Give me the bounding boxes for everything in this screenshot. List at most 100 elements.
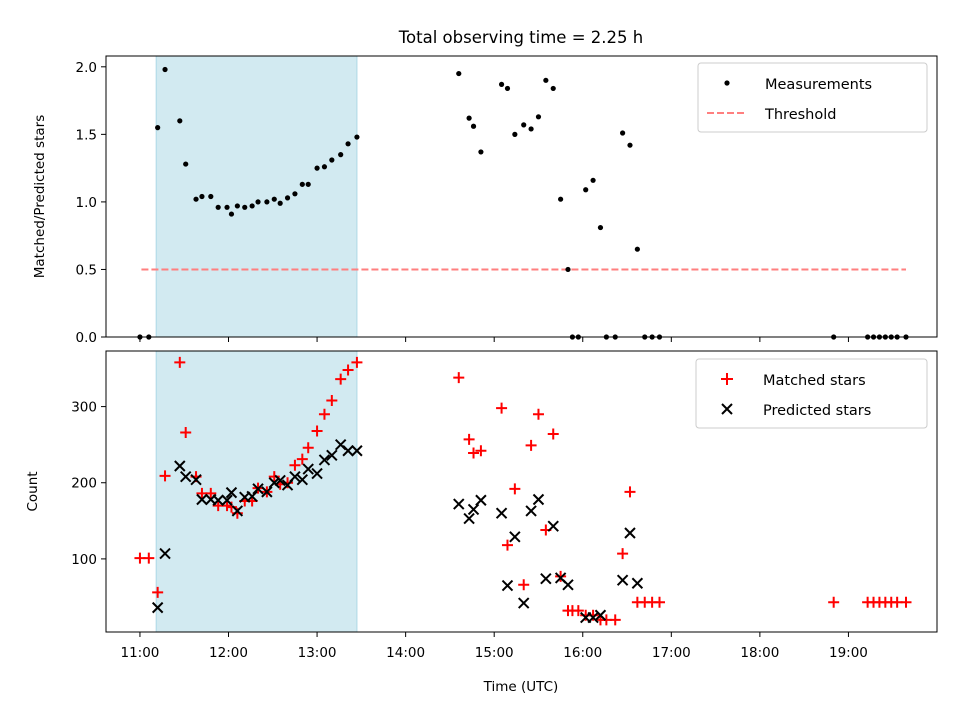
measurement-point [550, 85, 556, 92]
measurement-point [543, 77, 549, 83]
measurement-point [634, 246, 640, 252]
measurement-point [277, 200, 283, 206]
bottom-y-tick-label: 100 [71, 552, 97, 568]
predicted-star-marker [501, 579, 514, 592]
measurement-point [512, 131, 518, 137]
predicted-star-marker [326, 449, 338, 462]
measurement-point [354, 134, 360, 140]
matched-star-marker [289, 459, 301, 471]
measurement-point [162, 66, 168, 73]
bottom-legend-box [695, 358, 928, 429]
measurement-point [620, 130, 626, 136]
measurement-points [137, 66, 909, 340]
measurement-point [590, 177, 596, 183]
bottom-y-tick-label: 300 [71, 400, 97, 416]
measurement-point [155, 125, 161, 131]
measurement-point [521, 122, 527, 128]
measurement-point [329, 157, 335, 163]
measurement-point [338, 152, 344, 158]
matched-star-marker [532, 408, 544, 420]
predicted-star-marker [342, 445, 354, 457]
measurement-point [228, 211, 235, 217]
matched-star-marker [624, 486, 636, 498]
measurement-point [224, 204, 230, 210]
measurement-point [466, 115, 472, 121]
bottom-y-tick-label: 200 [71, 476, 97, 492]
measurement-point [292, 191, 298, 197]
matched-star-marker [496, 402, 508, 414]
bottom-x-tick-label: 18:00 [740, 645, 779, 661]
bottom-x-tick-label: 13:00 [298, 645, 337, 661]
measurement-point [597, 224, 604, 231]
measurement-point [249, 203, 255, 209]
measurement-point [345, 141, 351, 147]
legend-matched-label: Matched stars [763, 373, 866, 389]
predicted-star-marker [631, 577, 644, 589]
legend-threshold-label: Threshold [764, 107, 836, 123]
measurement-point [264, 199, 270, 205]
matched-star-marker [335, 373, 347, 385]
predicted-stars-points [151, 438, 644, 624]
measurement-point [498, 81, 505, 87]
measurement-point [583, 187, 589, 193]
bottom-y-axis: 100 200 300 [71, 400, 106, 568]
bottom-panel: 100 200 300 11:00 12:00 13:00 14:00 15:00 16:00… [25, 350, 938, 695]
bottom-x-tick-label: 15:00 [475, 645, 514, 661]
top-observing-window-shade [155, 55, 358, 338]
bottom-x-tick-label: 19:00 [829, 645, 868, 661]
predicted-star-marker [302, 463, 314, 475]
top-x-ticks [139, 337, 849, 342]
matched-star-marker [555, 570, 567, 582]
predicted-star-marker [624, 527, 636, 539]
measurement-point [183, 161, 189, 167]
matched-star-marker [509, 483, 521, 495]
bottom-x-tick-label: 12:00 [209, 645, 248, 661]
matched-star-marker [174, 356, 186, 368]
measurement-point [299, 181, 305, 187]
predicted-star-marker [296, 473, 309, 486]
measurement-point [193, 196, 199, 202]
measurement-point [215, 204, 221, 210]
top-legend-box [697, 62, 928, 133]
bottom-x-tick-label: 14:00 [386, 645, 425, 661]
matched-star-marker [572, 605, 584, 617]
matched-star-marker [463, 433, 475, 445]
top-y-tick-label: 1.5 [76, 127, 97, 143]
measurement-point [558, 196, 564, 202]
bottom-x-axis-label: Time (UTC) [483, 679, 559, 695]
predicted-star-marker [289, 470, 301, 483]
measurement-point [242, 204, 248, 210]
matched-star-marker [654, 596, 666, 608]
top-legend: Measurements Threshold [697, 62, 928, 133]
measurement-point [255, 199, 261, 205]
predicted-star-marker [453, 498, 465, 510]
predicted-star-marker [231, 505, 244, 517]
bottom-x-tick-label: 11:00 [120, 645, 159, 661]
matched-star-marker [342, 364, 354, 376]
matched-star-marker [143, 552, 155, 564]
predicted-star-marker [246, 490, 258, 503]
matched-star-marker [525, 439, 537, 451]
bottom-x-axis: 11:00 12:00 13:00 14:00 15:00 16:00 17:00 18:00… [120, 632, 868, 661]
predicted-star-marker [616, 574, 629, 586]
predicted-star-marker [594, 609, 607, 621]
matched-star-marker [152, 586, 164, 598]
matched-star-marker [302, 442, 314, 454]
matched-star-marker [351, 356, 363, 368]
predicted-star-marker [196, 493, 208, 506]
top-axes-frame [105, 55, 938, 338]
legend-predicted-marker [721, 403, 733, 415]
measurement-point [177, 118, 183, 124]
measurement-point [314, 165, 320, 171]
measurement-point [208, 193, 214, 200]
predicted-star-marker [463, 512, 475, 525]
predicted-star-marker [525, 505, 537, 517]
top-y-tick-label: 1.0 [76, 195, 97, 211]
measurement-point [565, 266, 571, 273]
predicted-star-marker [212, 494, 224, 506]
legend-predicted-label: Predicted stars [763, 403, 871, 419]
predicted-star-marker [225, 486, 238, 499]
legend-measurement-marker [724, 80, 730, 86]
top-panel: 0.00.51.01.52.0 Matched/Predicted stars … [32, 55, 938, 346]
measurement-point [321, 164, 328, 170]
